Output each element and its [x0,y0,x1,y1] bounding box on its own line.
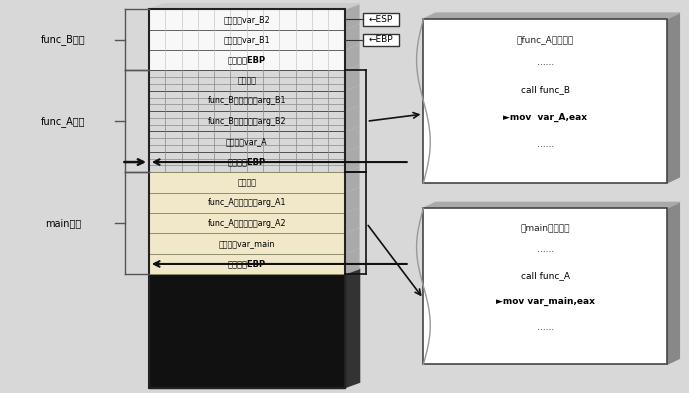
Polygon shape [424,202,679,208]
Text: 局部变量var_A: 局部变量var_A [226,137,267,146]
Bar [149,254,344,274]
Text: 返回地址: 返回地址 [237,178,256,187]
Bar [149,193,344,213]
Bar [149,50,344,70]
Text: ......: ...... [537,245,554,254]
Polygon shape [344,44,360,70]
Text: ......: ...... [537,140,554,149]
Polygon shape [344,24,360,50]
Polygon shape [344,187,360,213]
Bar [149,152,344,172]
Polygon shape [149,4,360,9]
Bar [149,274,344,388]
Bar [363,13,399,26]
Text: （func_A代码区）: （func_A代码区） [517,35,574,44]
Polygon shape [344,106,360,132]
Polygon shape [344,269,360,388]
Bar [149,9,344,29]
Text: ►mov var_main,eax: ►mov var_main,eax [496,297,595,307]
Text: 局部变量var_B2: 局部变量var_B2 [223,15,270,24]
Polygon shape [344,228,360,254]
Text: 前栈帧的EBP: 前栈帧的EBP [227,56,266,64]
Bar [363,33,399,46]
Bar [149,213,344,233]
Text: 前栈帧的EBP: 前栈帧的EBP [227,158,266,167]
Text: ←EBP: ←EBP [369,35,393,44]
Polygon shape [344,4,360,29]
Text: （main代码区）: （main代码区） [520,223,570,232]
Bar [149,172,344,193]
Bar [149,233,344,254]
Text: func_B第一个参数arg_B1: func_B第一个参数arg_B1 [207,96,286,105]
Polygon shape [149,269,360,274]
Text: func_B第二个参数arg_B2: func_B第二个参数arg_B2 [207,117,286,126]
Polygon shape [344,65,360,91]
Text: func_A第二个参数arg_A2: func_A第二个参数arg_A2 [207,219,286,228]
Polygon shape [344,147,360,172]
Text: 返回地址: 返回地址 [237,76,256,85]
Text: 局部变量var_B1: 局部变量var_B1 [223,35,270,44]
Polygon shape [344,126,360,152]
Polygon shape [344,208,360,233]
Bar [424,19,667,183]
Text: func_B栈帧: func_B栈帧 [41,34,85,45]
Text: 前栈帧的EBP: 前栈帧的EBP [227,259,266,268]
Text: func_A第一个参数arg_A1: func_A第一个参数arg_A1 [207,198,286,208]
Bar [424,208,667,364]
Bar [149,9,344,388]
Polygon shape [344,167,360,193]
Text: 局部变量var_main: 局部变量var_main [218,239,275,248]
Text: call func_A: call func_A [521,271,570,280]
Bar [149,132,344,152]
Polygon shape [424,13,679,19]
Text: call func_B: call func_B [521,85,570,94]
Bar [149,70,344,91]
Text: func_A栈帧: func_A栈帧 [41,116,85,127]
Polygon shape [344,248,360,274]
Text: ......: ...... [537,323,554,332]
Text: main栈帧: main栈帧 [45,218,81,228]
Polygon shape [344,85,360,111]
Text: ←ESP: ←ESP [369,15,393,24]
Bar [149,111,344,132]
Text: ►mov  var_A,eax: ►mov var_A,eax [503,113,587,122]
Polygon shape [667,202,679,364]
Bar [149,29,344,50]
Text: ......: ...... [537,58,554,67]
Polygon shape [667,13,679,183]
Bar [149,91,344,111]
